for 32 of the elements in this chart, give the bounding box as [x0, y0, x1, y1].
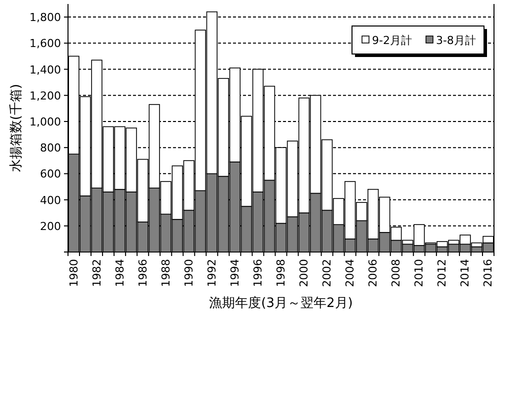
x-tick-label: 1988	[159, 259, 172, 287]
x-tick-label: 2004	[344, 259, 357, 287]
x-tick-label: 1980	[67, 259, 80, 287]
y-tick-label: 200	[40, 220, 61, 233]
x-axis-title: 漁期年度(3月～翌年2月)	[209, 295, 353, 311]
x-tick-label: 1998	[274, 259, 288, 287]
x-tick-label: 2010	[412, 259, 426, 287]
x-tick-label: 1992	[205, 259, 218, 287]
x-tick-label: 1986	[136, 259, 150, 287]
y-axis-title: 水揚箱数(千箱)	[9, 84, 24, 172]
x-tick-label: 2008	[390, 259, 403, 287]
y-tick-label: 1,800	[30, 11, 61, 24]
y-tick-label: 400	[40, 194, 61, 207]
y-tick-label: 1,600	[30, 37, 61, 50]
x-tick-label: 1990	[182, 259, 196, 287]
x-tick-label: 2016	[482, 259, 495, 287]
x-tick-label: 2012	[436, 259, 449, 287]
y-tick-label: 600	[40, 168, 61, 181]
x-tick-label: 1994	[228, 259, 242, 287]
legend-label: 9-2月計	[372, 34, 412, 47]
x-tick-label: 1982	[90, 259, 104, 287]
x-tick-label: 1996	[251, 259, 264, 287]
x-tick-label: 2014	[458, 259, 472, 287]
legend-label: 3-8月計	[436, 34, 476, 47]
x-tick-label: 2000	[298, 259, 311, 287]
y-tick-label: 1,200	[30, 89, 61, 102]
y-tick-label: 1,400	[30, 63, 61, 76]
x-tick-label: 2002	[320, 259, 334, 287]
x-tick-label: 2006	[366, 259, 380, 287]
y-tick-label: 1,000	[30, 115, 61, 128]
x-tick-label: 1984	[113, 259, 126, 287]
y-tick-label: 800	[40, 142, 61, 155]
